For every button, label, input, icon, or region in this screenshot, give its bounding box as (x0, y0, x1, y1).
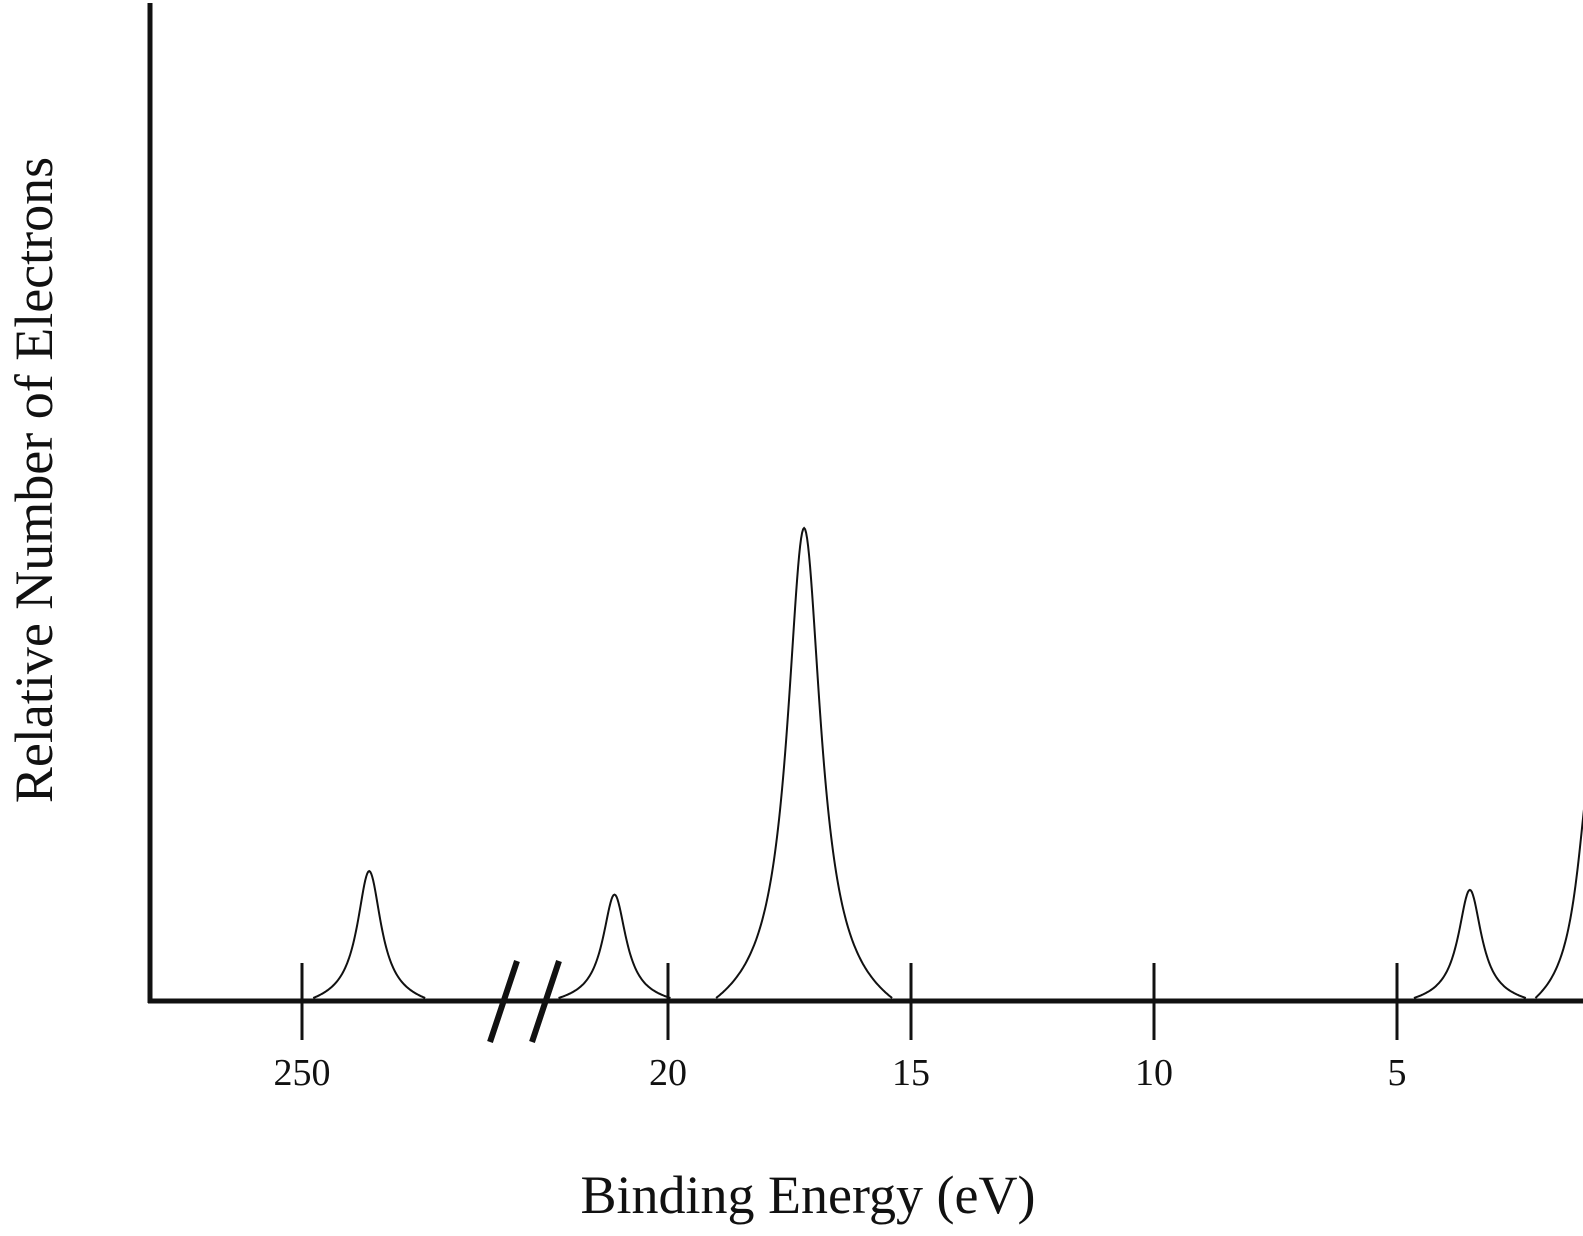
spectrum-peak (715, 526, 893, 999)
x-tick-label: 20 (649, 1052, 687, 1094)
spectrum-peak (558, 893, 671, 999)
x-axis-title: Binding Energy (eV) (581, 1165, 1036, 1225)
x-tick-label: 5 (1388, 1052, 1407, 1094)
y-axis-title: Relative Number of Electrons (4, 157, 64, 803)
spectrum-peaks (312, 526, 1583, 999)
x-tick-label: 250 (274, 1052, 331, 1094)
spectrum-peak (312, 869, 426, 999)
axis-break-icon (487, 960, 562, 1043)
spectrum-peak (1534, 809, 1583, 999)
spectrum-peak (1413, 888, 1527, 999)
x-tick-label: 10 (1135, 1052, 1173, 1094)
x-tick-label: 15 (892, 1052, 930, 1094)
x-axis-ticks: 250 20 15 10 5 (274, 963, 1407, 1094)
